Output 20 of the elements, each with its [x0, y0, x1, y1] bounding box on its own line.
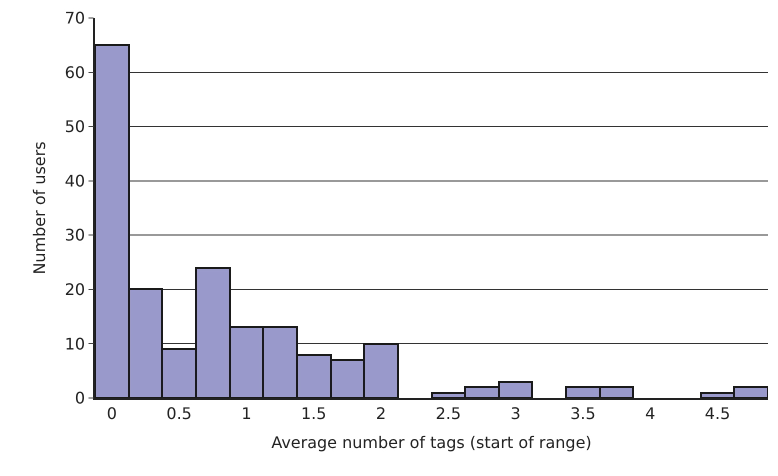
y-tick-label: 40: [64, 171, 86, 190]
x-tick-label: 1.5: [300, 404, 326, 423]
y-tick-label: 10: [64, 334, 86, 354]
x-tick-label: 4.5: [704, 404, 730, 423]
x-axis-title: Average number of tags (start of range): [271, 433, 592, 452]
x-tick-label: 2: [376, 404, 386, 423]
y-tick-label: 60: [64, 62, 86, 82]
y-tick-label: 30: [64, 226, 86, 245]
x-tick-label: 4: [645, 404, 656, 423]
y-tick-label: 50: [64, 117, 86, 136]
x-tick-label: 3: [510, 404, 521, 423]
y-tick-label: 20: [64, 280, 86, 300]
y-tick-label: 70: [64, 8, 86, 28]
y-tick-label: 0: [74, 388, 86, 408]
x-tick-label: 0.5: [166, 404, 192, 423]
y-axis-title: Number of users: [30, 141, 50, 275]
x-tick-label: 0: [106, 404, 117, 423]
x-tick-label: 1: [241, 404, 252, 423]
x-tick-label: 2.5: [436, 404, 462, 423]
x-tick-label: 3.5: [570, 404, 596, 423]
